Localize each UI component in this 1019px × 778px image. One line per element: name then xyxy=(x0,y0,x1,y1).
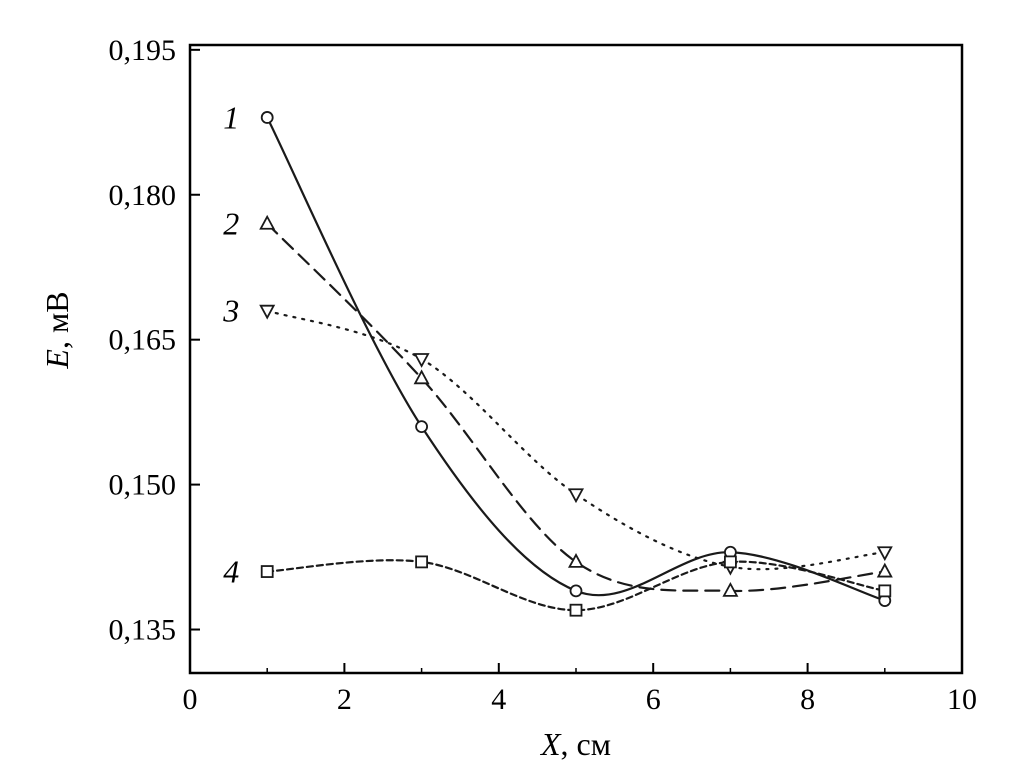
x-tick-label: 0 xyxy=(183,683,198,716)
series-3-point xyxy=(567,488,585,504)
series-3-point xyxy=(413,353,430,368)
series-4-line xyxy=(266,559,886,612)
series-2 xyxy=(259,214,893,597)
series-2-point xyxy=(413,369,430,385)
x-axis-variable: X xyxy=(539,726,562,762)
series-4-point xyxy=(724,555,737,569)
series-2-label: 2 xyxy=(223,206,239,242)
x-tick-label: 4 xyxy=(491,683,506,716)
y-tick-label: 0,150 xyxy=(109,469,177,502)
series-1-point xyxy=(260,111,274,124)
x-tick-label: 2 xyxy=(337,683,352,716)
x-tick-label: 6 xyxy=(646,683,661,716)
series-2-point xyxy=(876,562,893,578)
x-axis-ticks: 0 2 4 6 8 10 xyxy=(183,663,977,716)
y-tick-label: 0,195 xyxy=(109,34,177,67)
series-1 xyxy=(260,111,892,607)
y-tick-label: 0,180 xyxy=(109,179,177,212)
series-1-point xyxy=(415,420,429,434)
x-axis-unit: , см xyxy=(561,726,611,762)
series-2-point xyxy=(567,553,585,568)
y-axis-label: E, мВ xyxy=(39,291,75,369)
x-tick-label: 8 xyxy=(800,683,815,716)
x-axis-label: X, см xyxy=(539,726,611,762)
series-2-point xyxy=(259,214,276,230)
series-4-point xyxy=(260,565,274,578)
x-tick-label: 10 xyxy=(947,683,977,716)
series-2-point xyxy=(722,581,739,597)
series-3-label: 3 xyxy=(222,293,239,329)
y-tick-label: 0,165 xyxy=(109,324,177,357)
series-4 xyxy=(260,555,892,617)
series-1-label: 1 xyxy=(223,99,239,135)
y-axis-ticks: 0,135 0,150 0,165 0,180 0,195 xyxy=(109,34,200,647)
series-3-point xyxy=(876,546,893,562)
y-axis-variable: E xyxy=(39,349,75,370)
series-1-line xyxy=(266,116,886,602)
series-4-label: 4 xyxy=(223,554,239,590)
series-layer xyxy=(259,111,893,617)
series-4-point xyxy=(415,555,429,569)
series-3 xyxy=(259,304,893,576)
series-1-point xyxy=(569,584,583,598)
y-tick-label: 0,135 xyxy=(109,614,177,647)
series-4-point xyxy=(878,584,892,598)
y-axis-unit: , мВ xyxy=(39,291,75,349)
series-3-line xyxy=(266,309,886,571)
series-labels: 1 2 3 4 xyxy=(222,99,239,589)
series-2-line xyxy=(266,222,886,593)
series-4-point xyxy=(569,603,583,617)
series-3-point xyxy=(259,304,276,320)
